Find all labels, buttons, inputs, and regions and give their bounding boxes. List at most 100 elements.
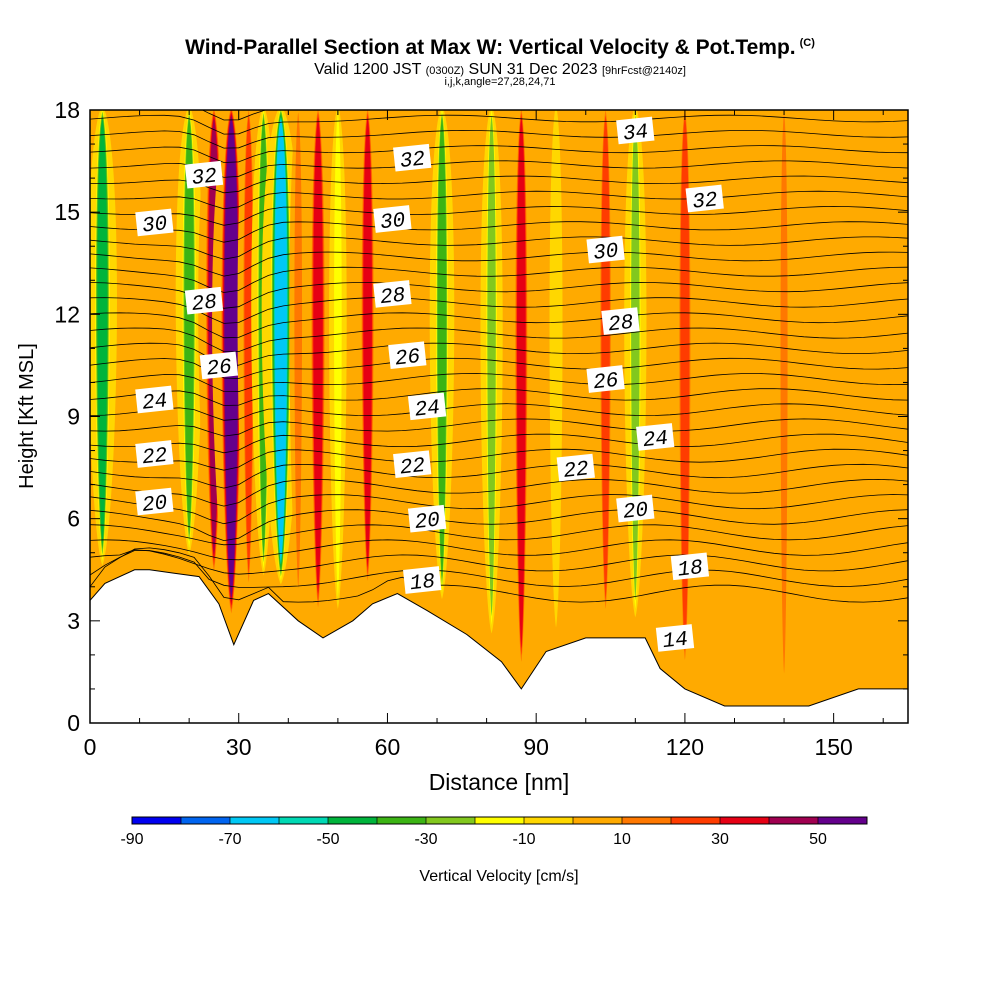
isentrope-line <box>90 403 908 421</box>
isentrope-label: 32 <box>184 160 224 191</box>
isentrope-label: 26 <box>199 351 239 382</box>
isentrope-label: 28 <box>373 280 412 311</box>
isentrope-label-box <box>616 116 655 145</box>
isentrope-label-box <box>393 450 432 479</box>
isentrope-label: 34 <box>616 116 655 147</box>
isentrope-label: 30 <box>135 208 174 239</box>
colorbar-swatch <box>769 817 819 824</box>
isentrope-label: 28 <box>184 286 224 317</box>
isentrope-line <box>90 388 908 406</box>
x-tick-label: 60 <box>375 734 401 760</box>
isentropes <box>90 85 908 603</box>
isentrope-line <box>90 205 908 226</box>
isentrope-label: 18 <box>403 566 442 597</box>
isentrope-line <box>90 357 908 379</box>
isentrope-label: 30 <box>373 205 412 235</box>
isentrope-label-text: 24 <box>414 397 441 423</box>
w-column-shell <box>549 110 563 628</box>
isentrope-line <box>90 448 908 471</box>
isentrope-label-text: 28 <box>191 291 218 317</box>
w-column-shell <box>294 112 303 589</box>
w-column-shell <box>334 112 342 597</box>
colorbar-tick-label: -30 <box>414 831 437 848</box>
colorbar-swatch <box>573 817 623 824</box>
isentrope-label: 26 <box>388 341 427 371</box>
valid-time-line: Valid 1200 JST (0300Z) SUN 31 Dec 2023 [… <box>0 61 1000 79</box>
isentrope-label-box <box>135 440 174 468</box>
isentrope-label: 18 <box>670 552 710 583</box>
isentrope-line <box>90 85 908 106</box>
isentrope-label-text: 28 <box>607 312 634 338</box>
isentrope-label-box <box>685 184 724 213</box>
isentrope-label-box <box>135 208 174 237</box>
isentrope-label-box <box>636 423 675 451</box>
isentrope-label-box <box>403 566 442 594</box>
isentrope-label: 22 <box>393 450 432 480</box>
grid-indices: i,j,k,angle=27,28,24,71 <box>444 76 556 88</box>
isentrope-label-text: 34 <box>622 121 649 147</box>
isentrope-label-text: 26 <box>592 370 619 396</box>
isentrope-label-box <box>556 453 595 482</box>
isentrope-label-text: 20 <box>141 492 168 518</box>
isentrope-line <box>90 281 908 309</box>
isentrope-label: 24 <box>135 385 174 416</box>
valid-utc: (0300Z) <box>425 65 465 77</box>
isentrope-label: 32 <box>393 143 432 174</box>
isentrope-label: 24 <box>407 392 447 423</box>
isentrope-label-text: 30 <box>141 213 168 239</box>
w-column-shell <box>631 115 640 601</box>
isentrope-label-box <box>586 365 625 393</box>
isentrope-label: 20 <box>616 494 655 525</box>
y-tick-label: 15 <box>54 199 80 225</box>
isentrope-line <box>90 539 908 561</box>
valid-date: SUN 31 Dec 2023 <box>468 61 598 78</box>
w-column <box>329 110 347 609</box>
w-column-shell <box>516 117 526 649</box>
w-column <box>90 110 117 566</box>
isentrope-label-box <box>655 624 695 652</box>
isentrope-label-box <box>373 280 412 308</box>
isentrope-label: 30 <box>586 235 625 266</box>
isentrope-label-text: 24 <box>642 428 669 454</box>
isentrope-label-box <box>135 385 174 414</box>
isentrope-label-box <box>388 341 427 370</box>
isentrope-line <box>90 509 908 542</box>
isentrope-label-box <box>670 552 710 581</box>
isentrope-label-box <box>586 235 625 264</box>
colorbar-tick-label: -70 <box>218 831 241 848</box>
isentrope-line <box>90 114 908 135</box>
isentrope-label-box <box>616 494 655 523</box>
isentrope-line <box>90 478 908 507</box>
chart-title: Wind-Parallel Section at Max W: Vertical… <box>0 36 1000 60</box>
valid-prefix: Valid 1200 JST <box>314 61 422 78</box>
isentrope-label: 22 <box>556 453 595 484</box>
w-column-shell <box>274 119 287 561</box>
isentrope-line <box>90 236 908 260</box>
x-tick-label: 0 <box>84 734 97 760</box>
w-column <box>509 110 534 669</box>
isentrope-line <box>90 266 908 293</box>
isentrope-label-text: 18 <box>409 571 436 597</box>
x-tick-label: 120 <box>666 734 704 760</box>
isentrope-label: 24 <box>636 423 675 454</box>
colorbar-tick-label: 30 <box>711 831 729 848</box>
isentrope-label: 20 <box>407 504 447 535</box>
isentrope-label-text: 20 <box>414 509 441 535</box>
w-column-shell <box>780 112 788 674</box>
w-column-shell <box>184 117 194 535</box>
isentrope-label-text: 28 <box>379 285 406 311</box>
colorbar-swatch <box>279 817 329 824</box>
w-column <box>673 110 697 669</box>
isentrope-line <box>90 160 908 178</box>
w-column-shell <box>244 115 253 574</box>
isentrope-line <box>90 550 908 588</box>
w-column-shell <box>97 118 108 544</box>
y-tick-label: 9 <box>67 404 80 430</box>
vertical-velocity-field <box>90 110 908 723</box>
colorbar: -90 -70 -50 -30 -10 10 30 50 <box>120 816 868 848</box>
isentrope-line <box>90 129 908 149</box>
isentrope-label-box <box>199 351 239 380</box>
w-column <box>289 110 308 601</box>
colorbar-swatch <box>377 817 427 824</box>
isentrope-label-box <box>407 392 447 421</box>
